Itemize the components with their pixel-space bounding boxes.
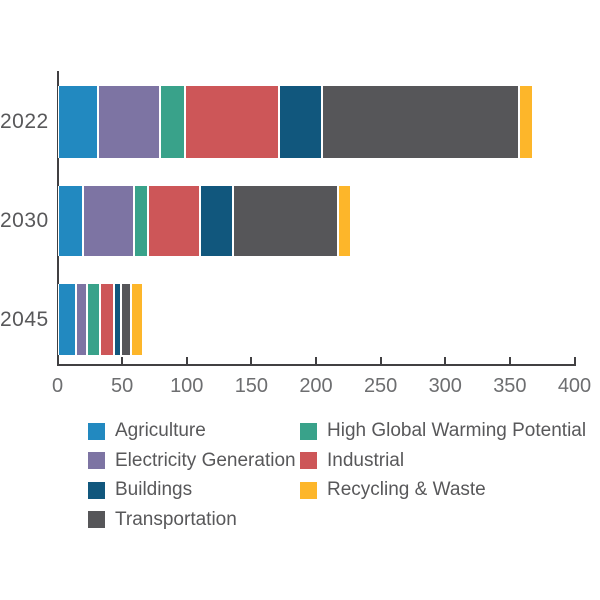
x-axis-tick — [379, 357, 382, 364]
bar-segment-2022-transportation[interactable] — [322, 86, 519, 158]
y-axis-category-label: 2022 — [0, 110, 49, 133]
x-axis-tick-label: 350 — [493, 375, 527, 397]
bar-segment-2045-transportation[interactable] — [120, 284, 132, 355]
x-axis-tick — [250, 357, 253, 364]
x-axis-tick — [508, 357, 511, 364]
legend-item-label: High Global Warming Potential — [327, 420, 587, 441]
legend-item-recycling-waste[interactable]: Recycling & Waste — [300, 479, 486, 500]
bar-segment-2022-buildings[interactable] — [278, 86, 323, 158]
legend-swatch-icon — [88, 422, 105, 440]
bar-segment-2045-agriculture[interactable] — [57, 284, 76, 355]
legend-item-electricity-generation[interactable]: Electricity Generation — [88, 449, 296, 471]
bar-segment-2045-buildings[interactable] — [114, 284, 121, 355]
bar-segment-2030-buildings[interactable] — [199, 186, 234, 256]
x-axis-tick-label: 250 — [363, 375, 398, 397]
legend-item-label: Buildings — [115, 479, 193, 500]
legend-item-high-global-warming-potential[interactable]: High Global Warming Potential — [300, 420, 587, 441]
legend-swatch-icon — [88, 511, 105, 528]
legend-item-industrial[interactable]: Industrial — [300, 449, 405, 471]
bar-segment-2045-recycling-waste[interactable] — [131, 284, 143, 355]
bar-segment-2022-recycling-waste[interactable] — [518, 86, 534, 158]
bar-segment-2030-electricity-generation[interactable] — [83, 186, 134, 256]
y-axis-category-label: 2030 — [0, 209, 49, 232]
bar-segment-2045-industrial[interactable] — [100, 284, 115, 355]
x-axis-tick — [315, 357, 317, 364]
legend-item-label: Recycling & Waste — [327, 479, 486, 500]
x-axis-tick-label: 100 — [170, 375, 204, 397]
legend-item-transportation[interactable]: Transportation — [88, 508, 237, 530]
legend-item-buildings[interactable]: Buildings — [88, 479, 193, 500]
bar-segment-2030-agriculture[interactable] — [57, 186, 84, 256]
legend-item-label: Transportation — [115, 508, 237, 530]
legend-swatch-icon — [300, 452, 317, 469]
bar-segment-2022-high-global-warming-potential[interactable] — [159, 86, 186, 158]
legend-item-label: Industrial — [327, 449, 405, 471]
x-axis-tick — [185, 357, 188, 364]
bar-segment-2022-agriculture[interactable] — [57, 86, 98, 158]
bar-segment-2022-industrial[interactable] — [185, 86, 279, 158]
legend-item-label: Agriculture — [115, 420, 206, 441]
x-axis-tick-label: 0 — [51, 375, 64, 397]
legend-item-label: Electricity Generation — [115, 449, 296, 471]
bar-segment-2045-high-global-warming-potential[interactable] — [87, 284, 101, 355]
x-axis-tick — [573, 357, 576, 364]
legend-item-agriculture[interactable]: Agriculture — [88, 420, 206, 441]
x-axis-tick-label: 300 — [428, 375, 462, 397]
bar-segment-2030-industrial[interactable] — [147, 186, 200, 256]
bar-segment-2022-electricity-generation[interactable] — [97, 86, 160, 158]
legend-swatch-icon — [300, 481, 317, 499]
x-axis-tick — [444, 357, 447, 364]
bar-segment-2045-electricity-generation[interactable] — [75, 284, 88, 355]
y-axis-category-label: 2045 — [0, 307, 49, 331]
bar-segment-2030-recycling-waste[interactable] — [337, 186, 351, 256]
bar-segment-2030-high-global-warming-potential[interactable] — [133, 186, 148, 256]
bar-segment-2030-transportation[interactable] — [233, 186, 338, 256]
legend-swatch-icon — [88, 481, 105, 499]
x-axis-tick-label: 200 — [299, 375, 333, 397]
x-axis-line — [56, 364, 576, 366]
x-axis-tick-label: 400 — [557, 375, 592, 397]
legend-swatch-icon — [300, 422, 317, 440]
x-axis-tick-label: 150 — [234, 375, 269, 397]
x-axis-tick — [121, 357, 124, 364]
x-axis-tick-label: 50 — [111, 375, 134, 397]
legend-swatch-icon — [88, 452, 105, 469]
